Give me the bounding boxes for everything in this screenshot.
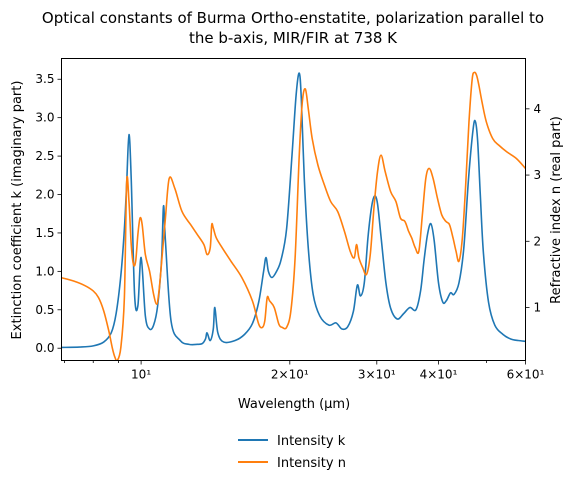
y-right-tick-label: 2 — [534, 234, 542, 248]
plot-series — [61, 71, 526, 361]
y-left-tick-label: 1.0 — [35, 264, 54, 278]
x-tick-label: 10¹ — [131, 368, 151, 382]
legend: Intensity k Intensity n — [238, 434, 346, 471]
plot-axes: 10¹ 2×10¹ 3×10¹ 4×10¹ 6×10¹ 0.0 0.5 1.0 1.5 2.0 2.… — [35, 72, 544, 381]
y-left-tick-label: 2.5 — [35, 149, 54, 163]
y-right-tick-label: 1 — [534, 301, 542, 315]
y-left-tick-label: 3.0 — [35, 111, 54, 125]
y-right-tick-label: 3 — [534, 168, 542, 182]
y-left-tick-label: 0.5 — [35, 303, 54, 317]
series-line-k — [61, 72, 526, 349]
y-right-tick-label: 4 — [534, 102, 542, 116]
chart-title-line-2: the b-axis, MIR/FIR at 738 K — [189, 29, 398, 47]
y-left-tick-label: 2.0 — [35, 188, 54, 202]
x-axis-label: Wavelength (μm) — [238, 397, 350, 412]
series-line-n — [61, 71, 526, 361]
x-tick-label: 2×10¹ — [271, 368, 309, 382]
y-left-tick-label: 3.5 — [35, 72, 54, 86]
x-tick-label: 6×10¹ — [507, 368, 545, 382]
chart-title-line-1: Optical constants of Burma Ortho-enstati… — [42, 9, 544, 27]
y-axis-label-left: Extinction coefficient k (imaginary part… — [10, 81, 25, 340]
x-tick-label: 3×10¹ — [358, 368, 396, 382]
legend-label-k: Intensity k — [277, 434, 346, 449]
y-axis-label-right: Refractive index n (real part) — [549, 116, 564, 304]
x-tick-label: 4×10¹ — [420, 368, 458, 382]
y-left-tick-label: 1.5 — [35, 226, 54, 240]
legend-label-n: Intensity n — [277, 456, 346, 471]
plot-frame — [61, 58, 526, 361]
y-left-tick-label: 0.0 — [35, 341, 54, 355]
